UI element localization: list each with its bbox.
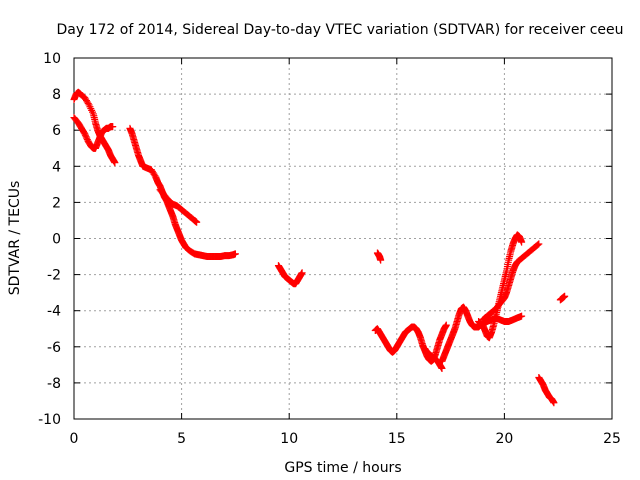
x-tick-label: 10 [280, 431, 298, 447]
y-axis-label: SDTVAR / TECUs [7, 181, 23, 296]
y-tick-label: 2 [52, 195, 61, 211]
data-point [535, 240, 543, 248]
data-point [442, 321, 450, 329]
y-tick-label: -6 [47, 340, 61, 356]
y-tick-label: 8 [52, 87, 61, 103]
x-tick-label: 25 [603, 431, 621, 447]
data-point [561, 292, 569, 300]
data-point [377, 256, 385, 264]
y-tick-label: 0 [52, 232, 61, 248]
x-tick-label: 5 [177, 431, 186, 447]
data-point [231, 250, 239, 258]
data-point [84, 99, 92, 107]
series-s2 [70, 114, 117, 152]
axis-ticks: 0 5 10 15 20 25 -10 -8 -6 -4 -2 0 2 4 6 8 10 [38, 51, 621, 447]
series-s11 [479, 240, 543, 324]
x-tick-label: 15 [388, 431, 406, 447]
x-axis-label: GPS time / hours [284, 460, 401, 476]
data-point [111, 159, 119, 167]
data-point [298, 269, 306, 277]
data-point [438, 364, 446, 372]
series-s9 [438, 303, 526, 365]
y-tick-label: -4 [47, 304, 61, 320]
data-point [193, 218, 201, 226]
series-s8 [421, 345, 446, 372]
series-s13 [556, 292, 569, 304]
grid [74, 58, 612, 419]
series-s10 [475, 231, 526, 342]
series-s5 [274, 262, 306, 288]
series-s3 [126, 124, 239, 261]
series-s12 [535, 373, 558, 407]
y-tick-label: -2 [47, 268, 61, 284]
data-point [533, 241, 541, 249]
data-point [518, 312, 526, 320]
data-point [550, 399, 558, 407]
y-tick-label: -10 [38, 412, 61, 428]
chart-title: Day 172 of 2014, Sidereal Day-to-day VTE… [56, 22, 623, 38]
data-point [109, 123, 117, 131]
y-tick-label: -8 [47, 376, 61, 392]
y-tick-label: 10 [43, 51, 61, 67]
data-points [70, 88, 569, 407]
data-point [518, 238, 526, 246]
x-tick-label: 0 [70, 431, 79, 447]
y-tick-label: 4 [52, 159, 61, 175]
data-point [534, 241, 542, 249]
series-s4 [156, 186, 201, 226]
series-s6 [373, 249, 385, 264]
x-tick-label: 20 [495, 431, 513, 447]
y-tick-label: 6 [52, 123, 61, 139]
